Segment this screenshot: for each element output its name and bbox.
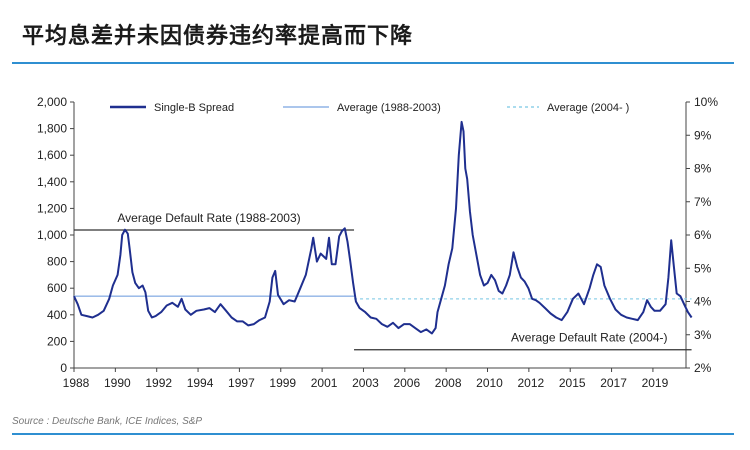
x-tick-label: 2006: [393, 376, 420, 390]
x-tick-label: 2015: [559, 376, 586, 390]
default-rate-label: Average Default Rate (1988-2003): [117, 211, 300, 225]
left-tick-label: 1,600: [37, 148, 67, 162]
x-tick-label: 2003: [352, 376, 379, 390]
x-tick-label: 1999: [269, 376, 296, 390]
x-tick-label: 1990: [104, 376, 131, 390]
x-tick-label: 1992: [145, 376, 172, 390]
right-tick-label: 9%: [694, 128, 712, 142]
left-tick-label: 0: [60, 361, 67, 375]
x-tick-label: 2012: [518, 376, 545, 390]
x-tick-label: 2019: [642, 376, 669, 390]
right-tick-label: 5%: [694, 261, 712, 275]
x-tick-label: 2001: [311, 376, 338, 390]
x-tick-label: 1994: [187, 376, 214, 390]
right-tick-label: 4%: [694, 295, 712, 309]
left-tick-label: 600: [47, 281, 67, 295]
left-tick-label: 1,000: [37, 228, 67, 242]
x-tick-label: 2017: [600, 376, 627, 390]
right-tick-label: 3%: [694, 328, 712, 342]
left-tick-label: 1,400: [37, 175, 67, 189]
left-tick-label: 400: [47, 308, 67, 322]
source-note: Source : Deutsche Bank, ICE Indices, S&P: [12, 416, 203, 427]
title-divider: [12, 62, 734, 64]
legend-label-spread: Single-B Spread: [154, 102, 234, 114]
left-tick-label: 200: [47, 334, 67, 348]
x-tick-label: 2010: [476, 376, 503, 390]
legend-label-avg-2004: Average (2004- ): [547, 102, 629, 114]
right-tick-label: 2%: [694, 361, 712, 375]
page-title: 平均息差并未因债券违约率提高而下降: [22, 24, 414, 49]
bottom-divider: [12, 433, 734, 435]
legend-label-avg-1988: Average (1988-2003): [337, 102, 441, 114]
x-tick-label: 1988: [63, 376, 90, 390]
x-tick-label: 2008: [435, 376, 462, 390]
left-tick-label: 800: [47, 255, 67, 269]
single-b-spread-line: [73, 120, 693, 335]
right-tick-label: 6%: [694, 228, 712, 242]
left-tick-label: 1,200: [37, 201, 67, 215]
left-tick-label: 1,800: [37, 122, 67, 136]
left-tick-label: 2,000: [37, 95, 67, 109]
default-rate-label: Average Default Rate (2004-): [511, 331, 668, 345]
x-tick-label: 1997: [228, 376, 255, 390]
right-tick-label: 7%: [694, 195, 712, 209]
right-tick-label: 10%: [694, 95, 718, 109]
right-tick-label: 8%: [694, 162, 712, 176]
